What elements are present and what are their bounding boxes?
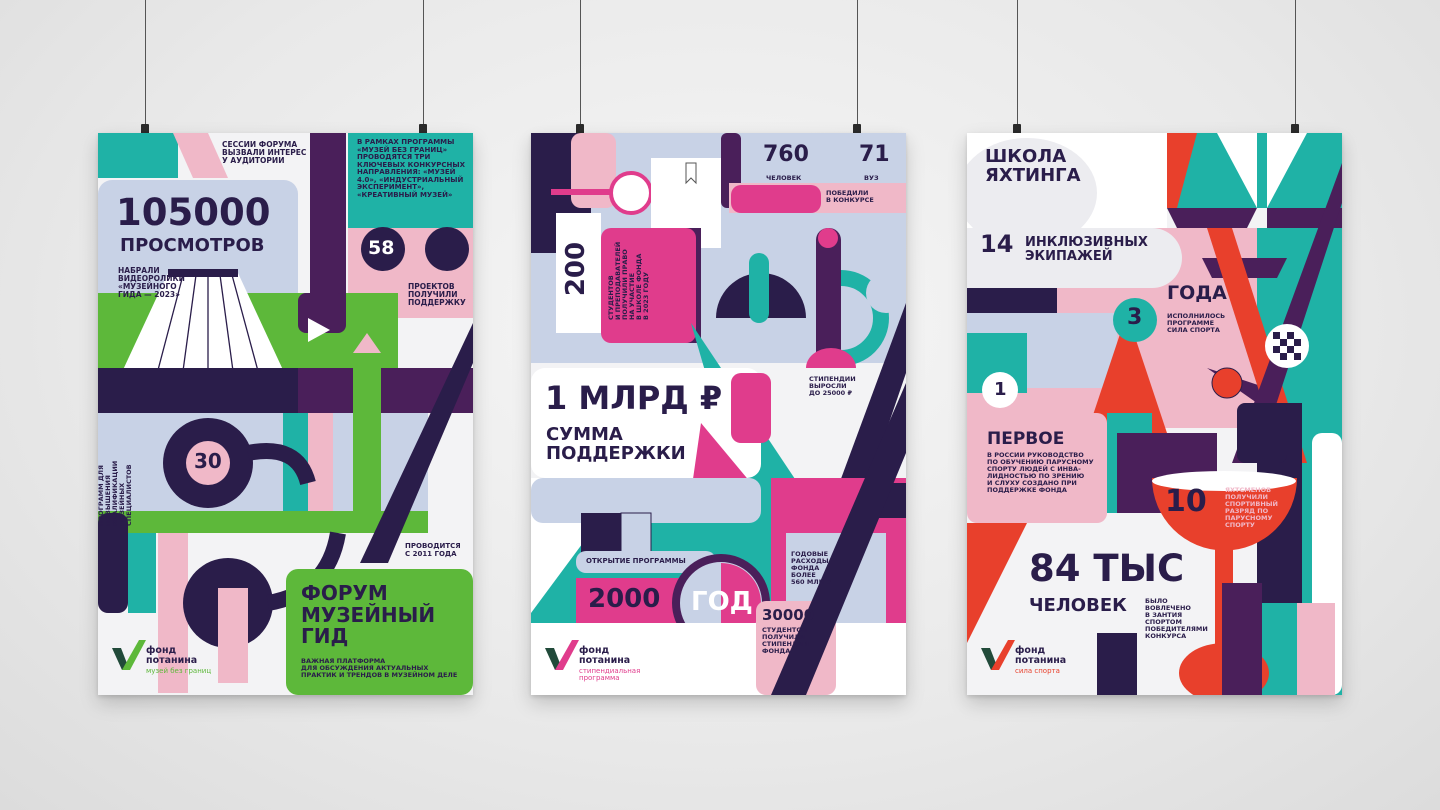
scholars-text: Студентов получили стипендии фонда	[762, 626, 809, 656]
hanging-wire	[1295, 0, 1296, 128]
projects-text: Проектов получили поддержку	[408, 282, 466, 308]
crews-number: 14	[980, 230, 1014, 258]
projects-number: 58	[368, 237, 395, 259]
poster-subtitle: Важная платформа для обсуждения актуальн…	[301, 657, 458, 680]
clip	[853, 124, 861, 136]
scholars-number: 30000	[762, 606, 815, 624]
people-text: Было вовлечено в зантия спортом победите…	[1145, 597, 1208, 641]
years-text: Исполнилось программе сила спорта	[1167, 312, 1226, 335]
clip	[141, 124, 149, 136]
poster-artwork	[967, 133, 1342, 695]
foundation-logo: фонд потанина музей без границ	[112, 638, 232, 678]
sessions-text: Сессии форума вызвали интерес у аудитори…	[222, 140, 307, 166]
poster-scholarship: 760 человек 71 вуз Победили в конкурсе 2…	[531, 133, 906, 695]
billion-label: СУММА ПОДДЕРЖКИ	[546, 424, 686, 465]
expenses-text: Годовые расходы фонда более 560 млн ₽	[791, 550, 831, 587]
sailors-text: Яхтсменов получили спортивный разряд по …	[1225, 486, 1278, 530]
people-label: человек	[766, 174, 802, 182]
billion-amount: 1 МЛРД ₽	[545, 379, 723, 417]
crews-label: ИНКЛЮЗИВНЫХ ЭКИПАЖЕЙ	[1025, 235, 1148, 265]
hanging-wire	[580, 0, 581, 128]
clip	[419, 124, 427, 136]
poster-title: ШКОЛА ЯХТИНГА	[985, 146, 1081, 187]
poster-artwork	[98, 133, 473, 695]
opening-text: Открытие программы	[586, 557, 686, 565]
clip	[576, 124, 584, 136]
sailors-number: 10	[1165, 484, 1207, 519]
people-number: 84 ТЫС	[1029, 547, 1185, 590]
foundation-logo: фонд потанина сила спорта	[981, 638, 1101, 678]
foundation-logo: фонд потанина стипендиальная программа	[545, 638, 665, 682]
views-text: Набрали видеоролики «Музейного гида — 20…	[118, 266, 185, 300]
people-number: 760	[763, 142, 809, 167]
winners-text: Победили в конкурсе	[826, 189, 874, 205]
checkmark-logo-icon	[545, 640, 579, 670]
poster-yachting-school: ШКОЛА ЯХТИНГА 14 ИНКЛЮЗИВНЫХ ЭКИПАЖЕЙ 3 …	[967, 133, 1342, 695]
people-label: ЧЕЛОВЕК	[1029, 595, 1127, 616]
universities-label: вуз	[864, 174, 879, 182]
program-text: В рамках программы «Музей без границ» пр…	[357, 138, 466, 199]
checkmark-logo-icon	[981, 640, 1015, 670]
first-number: 1	[994, 379, 1007, 400]
hanging-wire	[857, 0, 858, 128]
universities-number: 71	[859, 142, 890, 167]
years-number: 3	[1127, 305, 1143, 330]
year-number: 2000	[588, 584, 661, 614]
clip	[1291, 124, 1299, 136]
hanging-wire	[1017, 0, 1018, 128]
hanging-wire	[145, 0, 146, 128]
checkmark-logo-icon	[112, 640, 146, 670]
programs-text: Анализ более 30 программ для повышения к…	[98, 460, 134, 527]
poster-artwork	[531, 133, 906, 695]
programs-number: 30	[194, 449, 222, 473]
first-label: ПЕРВОЕ	[987, 429, 1065, 449]
first-text: В России руководство по обучению парусно…	[987, 451, 1094, 495]
year-label: ГОД	[691, 587, 753, 617]
views-number: 105000	[116, 191, 271, 234]
stipend-text: Стипендии выросли до 25000 ₽	[809, 375, 856, 398]
years-label: ГОДА	[1167, 282, 1227, 304]
since-text: Проводится с 2011 года	[405, 542, 461, 558]
students-text: Студентов и преподавателей получили прав…	[606, 241, 651, 321]
poster-museum-guide: Сессии форума вызвали интерес у аудитори…	[98, 133, 473, 695]
hanging-wire	[423, 0, 424, 128]
clip	[1013, 124, 1021, 136]
students-number: 200	[561, 241, 592, 297]
poster-title: ФОРУМ МУЗЕЙНЫЙ ГИД	[301, 581, 436, 649]
views-label: ПРОСМОТРОВ	[120, 235, 265, 256]
